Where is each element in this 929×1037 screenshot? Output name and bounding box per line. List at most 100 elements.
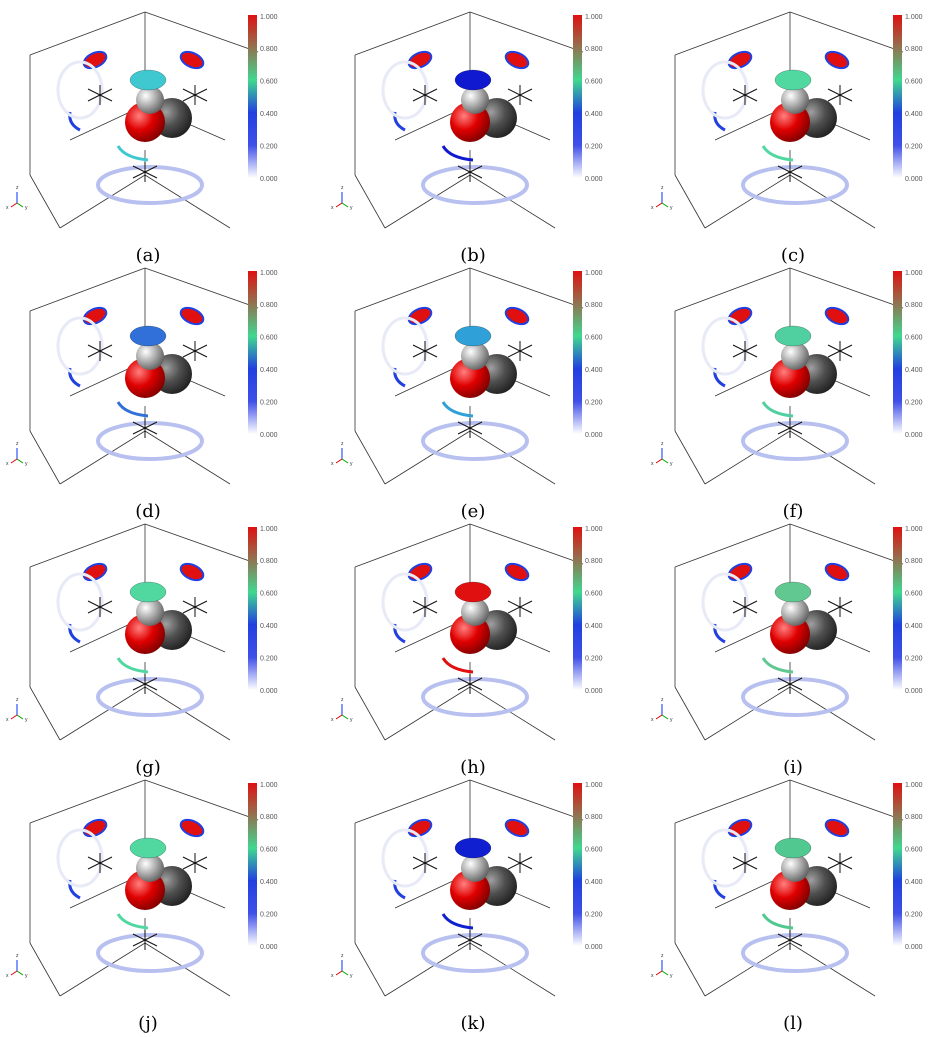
panel-label: (k) [461, 1013, 486, 1034]
colorbar-tick-label: 0.800 [905, 814, 923, 821]
triad-label: x [331, 205, 334, 211]
lobe [455, 326, 491, 346]
colorbar-tick-label: 0.400 [260, 111, 278, 118]
lobe [775, 70, 811, 90]
edge [355, 12, 470, 55]
panel: 1.0000.8000.6000.4000.2000.000zxy(e) [331, 268, 603, 522]
edge [30, 431, 60, 484]
colorbar-tick-label: 1.000 [585, 526, 603, 533]
edge [342, 715, 348, 719]
colorbar-tick-label: 0.200 [905, 911, 923, 918]
edge [656, 715, 662, 719]
panel: 1.0000.8000.6000.4000.2000.000zxy(b) [331, 12, 603, 266]
colorbar [893, 527, 902, 690]
colorbar-tick-label: 0.800 [905, 558, 923, 565]
lobe [775, 582, 811, 602]
edge [17, 459, 23, 463]
colorbar-tick-label: 1.000 [260, 782, 278, 789]
colorbar-tick-label: 0.800 [585, 814, 603, 821]
lobe [455, 582, 491, 602]
edge [145, 268, 258, 308]
edge [675, 524, 790, 567]
colorbar-tick-label: 1.000 [905, 526, 923, 533]
colorbar-tick-label: 0.000 [260, 432, 278, 439]
projection [178, 561, 206, 584]
panel: 1.0000.8000.6000.4000.2000.000zxy(k) [331, 780, 603, 1034]
colorbar-tick-label: 0.600 [905, 591, 923, 598]
colorbar-tick-label: 1.000 [905, 270, 923, 277]
projection [383, 318, 427, 374]
triad-label: y [350, 717, 353, 723]
panel: 1.0000.8000.6000.4000.2000.000zxy(g) [6, 524, 278, 778]
panel: 1.0000.8000.6000.4000.2000.000zxy(h) [331, 524, 603, 778]
triad-label: z [661, 441, 664, 447]
colorbar-tick-label: 0.200 [585, 143, 603, 150]
edge [145, 524, 258, 564]
triad-label: z [16, 441, 19, 447]
edge [30, 524, 145, 567]
colorbar-tick-label: 0.600 [585, 591, 603, 598]
triad-label: x [651, 461, 654, 467]
triad-label: z [341, 953, 344, 959]
triad-label: x [6, 205, 9, 211]
atom [461, 598, 489, 626]
edge [145, 780, 258, 820]
atom [136, 86, 164, 114]
edge [656, 459, 662, 463]
edge [355, 524, 470, 567]
lobe [455, 838, 491, 858]
colorbar-tick-label: 0.200 [585, 399, 603, 406]
projection [178, 817, 206, 840]
colorbar-tick-label: 0.400 [585, 111, 603, 118]
edge [11, 715, 17, 719]
triad-label: z [16, 953, 19, 959]
projection [503, 49, 531, 72]
edge [790, 12, 903, 52]
colorbar [248, 527, 257, 690]
colorbar-tick-label: 0.600 [585, 335, 603, 342]
colorbar-tick-label: 0.800 [260, 46, 278, 53]
lobe [443, 658, 473, 672]
edge [11, 203, 17, 207]
triad-label: z [341, 697, 344, 703]
projection [58, 574, 102, 630]
triad-label: y [670, 461, 673, 467]
triad-label: x [331, 973, 334, 979]
edge [675, 687, 705, 740]
atom [781, 86, 809, 114]
colorbar-tick-label: 1.000 [585, 782, 603, 789]
projection [743, 423, 847, 459]
colorbar-tick-label: 0.800 [585, 558, 603, 565]
edge [675, 431, 705, 484]
colorbar-tick-label: 0.000 [905, 944, 923, 951]
lobe [775, 838, 811, 858]
edge [30, 780, 145, 823]
projection [178, 305, 206, 328]
edge [656, 971, 662, 975]
projection [823, 305, 851, 328]
colorbar-tick-label: 0.000 [905, 688, 923, 695]
panel-label: (i) [783, 757, 803, 778]
colorbar-tick-label: 0.000 [585, 176, 603, 183]
triad-label: y [670, 205, 673, 211]
edge [342, 203, 348, 207]
projection [383, 62, 427, 118]
panel-label: (d) [135, 501, 161, 522]
atom [136, 342, 164, 370]
colorbar-tick-label: 0.000 [260, 944, 278, 951]
colorbar-tick-label: 0.200 [905, 655, 923, 662]
atom [781, 854, 809, 882]
lobe [763, 402, 793, 416]
colorbar-tick-label: 0.400 [905, 111, 923, 118]
triad-label: z [661, 185, 664, 191]
colorbar-tick-label: 0.000 [260, 176, 278, 183]
triad-label: x [6, 717, 9, 723]
projection [58, 318, 102, 374]
edge [17, 715, 23, 719]
projection [743, 935, 847, 971]
edge [30, 12, 145, 55]
